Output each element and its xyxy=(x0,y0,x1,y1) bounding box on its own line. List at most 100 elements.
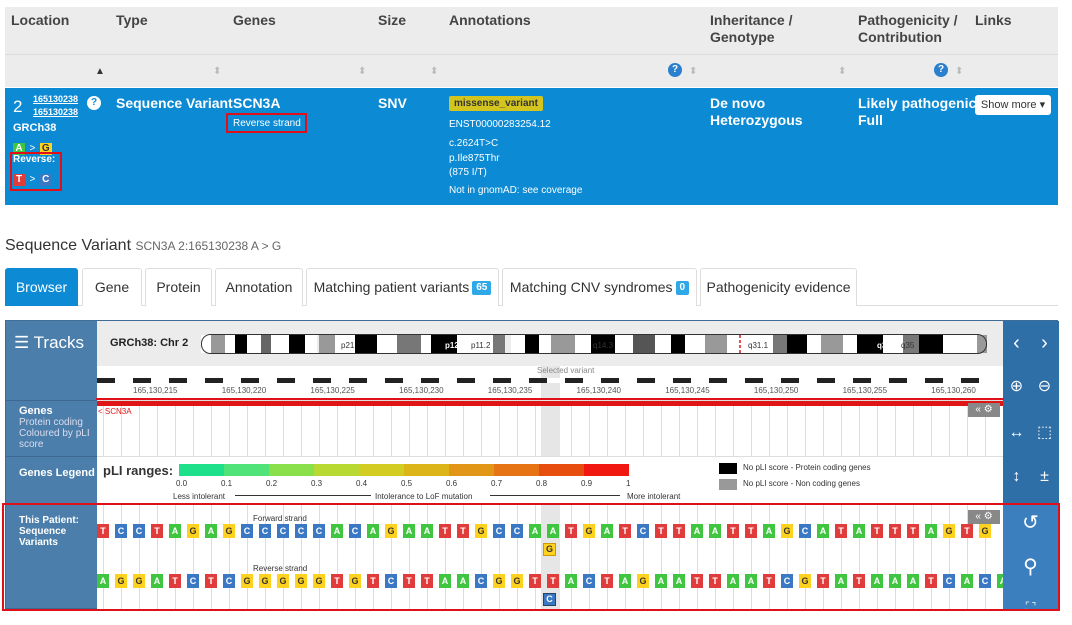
band-label: p21 xyxy=(341,341,355,350)
chromosome-ideogram[interactable]: GRCh38: Chr 2 p21 p12 p11.2 q14.3 q31.1 q34 q3… xyxy=(97,321,1003,366)
plus-minus-icon[interactable]: ± xyxy=(1040,468,1049,485)
position-end[interactable]: 165130238 xyxy=(33,107,79,117)
gnomad-link[interactable]: Not in gnomAD: see coverage xyxy=(449,185,583,196)
band-label: p12 xyxy=(445,341,459,350)
base-A: A xyxy=(421,524,433,538)
header-size[interactable]: Size xyxy=(378,12,407,28)
zoom-in-icon[interactable]: ⊕ xyxy=(1009,378,1024,395)
page-title: Sequence Variant SCN3A 2:165130238 A > G xyxy=(5,237,282,254)
genome-build: GRCh38 xyxy=(13,122,57,134)
base-T: T xyxy=(97,524,109,538)
forward-alt-allele[interactable]: G xyxy=(543,543,556,556)
tab-protein[interactable]: Protein xyxy=(145,268,212,306)
sort-icon[interactable]: ⬍ xyxy=(430,66,439,77)
base-A: A xyxy=(547,524,559,538)
reverse-alt-allele[interactable]: C xyxy=(543,593,556,606)
base-A: A xyxy=(691,524,703,538)
sort-icon[interactable]: ⬍ xyxy=(838,66,847,77)
base-A: A xyxy=(853,524,865,538)
tracks-menu[interactable]: ☰ Tracks xyxy=(6,321,97,366)
header-annotations[interactable]: Annotations xyxy=(449,12,531,28)
header-pathogenicity[interactable]: Pathogenicity / Contribution xyxy=(858,12,958,45)
transcript[interactable]: ENST00000283254.12 xyxy=(449,119,551,130)
tab-pathogenicity-evidence[interactable]: Pathogenicity evidence xyxy=(700,268,857,306)
highlight-box xyxy=(226,113,307,133)
track-controls[interactable]: « ⚙ xyxy=(968,510,1000,524)
ruler-tick-label: 165,130,235 xyxy=(487,386,533,395)
scroll-right-icon[interactable]: › xyxy=(1041,332,1048,354)
base-T: T xyxy=(871,524,883,538)
tab-matching-cnv-syndromes[interactable]: Matching CNV syndromes 0 xyxy=(502,268,697,306)
tab-matching-patient-variants[interactable]: Matching patient variants 65 xyxy=(306,268,499,306)
sort-asc-icon[interactable]: ▲ xyxy=(95,66,105,77)
sort-icon[interactable]: ⬍ xyxy=(689,66,698,77)
sort-icon[interactable]: ⬍ xyxy=(955,66,964,77)
chromosome: 2 xyxy=(13,97,23,116)
base-G: G xyxy=(313,574,325,588)
reverse-label: Reverse: xyxy=(13,154,56,165)
forward-strand-label: Forward strand xyxy=(253,514,307,523)
base-T: T xyxy=(889,524,901,538)
base-G: G xyxy=(187,524,199,538)
region-select-icon[interactable]: ⬚ xyxy=(1036,424,1053,441)
help-icon[interactable]: ? xyxy=(87,96,101,110)
genes-track-label: Genes Protein coding Coloured by pLI sco… xyxy=(6,401,97,457)
base-T: T xyxy=(853,574,865,588)
base-T: T xyxy=(367,574,379,588)
contribution: Full xyxy=(858,112,883,128)
zoom-out-icon[interactable]: ⊖ xyxy=(1037,378,1052,395)
reverse-strand-label: Reverse strand xyxy=(253,564,308,573)
gene-link[interactable]: SCN3A xyxy=(233,95,281,111)
base-G: G xyxy=(133,574,145,588)
show-more-button[interactable]: Show more ▾ xyxy=(975,95,1051,115)
variant-size: SNV xyxy=(378,95,407,111)
header-inheritance[interactable]: Inheritance / Genotype xyxy=(710,12,793,45)
base-G: G xyxy=(493,574,505,588)
pli-tick-label: 0.3 xyxy=(311,479,323,488)
base-C: C xyxy=(385,574,397,588)
help-icon[interactable]: ? xyxy=(668,63,682,77)
tab-annotation[interactable]: Annotation xyxy=(215,268,303,306)
gear-icon: ⚙ xyxy=(983,404,993,415)
track-controls[interactable]: « ⚙ xyxy=(968,403,1000,417)
sort-icon[interactable]: ⬍ xyxy=(213,66,222,77)
base-C: C xyxy=(511,524,523,538)
base-C: C xyxy=(799,524,811,538)
reset-icon[interactable]: ↺ xyxy=(1022,512,1039,534)
gene-bar-scn3a[interactable] xyxy=(97,401,1003,406)
gene-label[interactable]: < SCN3A xyxy=(98,407,132,416)
band-label: p11.2 xyxy=(471,341,491,350)
legend-track-label: Genes Legend xyxy=(6,457,97,505)
fullscreen-icon[interactable]: ⛶ xyxy=(1025,599,1036,615)
header-location[interactable]: Location xyxy=(11,12,70,28)
base-A: A xyxy=(727,574,739,588)
position-start[interactable]: 165130238 xyxy=(33,94,79,104)
selected-variant-label: Selected variant xyxy=(537,366,595,375)
expand-width-icon[interactable]: ↔ xyxy=(1008,424,1025,441)
scroll-left-icon[interactable]: ‹ xyxy=(1013,332,1020,354)
base-A: A xyxy=(169,524,181,538)
variant-row[interactable]: 2 165130238 165130238 ? GRCh38 A > G Rev… xyxy=(5,88,1058,205)
base-T: T xyxy=(907,524,919,538)
base-G: G xyxy=(781,524,793,538)
band-label: q14.3 xyxy=(593,341,614,350)
base-G: G xyxy=(979,524,991,538)
tab-gene[interactable]: Gene xyxy=(82,268,142,306)
base-A: A xyxy=(673,574,685,588)
header-type[interactable]: Type xyxy=(116,12,148,28)
base-A: A xyxy=(925,524,937,538)
base-G: G xyxy=(637,574,649,588)
tab-browser[interactable]: Browser xyxy=(5,268,78,306)
help-icon[interactable]: ? xyxy=(934,63,948,77)
sort-icon[interactable]: ⬍ xyxy=(358,66,367,77)
base-C: C xyxy=(475,574,487,588)
base-G: G xyxy=(799,574,811,588)
resize-height-icon[interactable]: ↕ xyxy=(1012,468,1021,485)
header-genes[interactable]: Genes xyxy=(233,12,276,28)
browser-nav-panel: ‹ › ⊕ ⊖ ↔ ⬚ ↕ ± ↺ ⚲ ⛶ xyxy=(1003,321,1059,615)
ruler-label xyxy=(6,366,97,401)
base-A: A xyxy=(205,524,217,538)
base-T: T xyxy=(205,574,217,588)
location-pin-icon[interactable]: ⚲ xyxy=(1023,556,1038,578)
base-A: A xyxy=(763,524,775,538)
